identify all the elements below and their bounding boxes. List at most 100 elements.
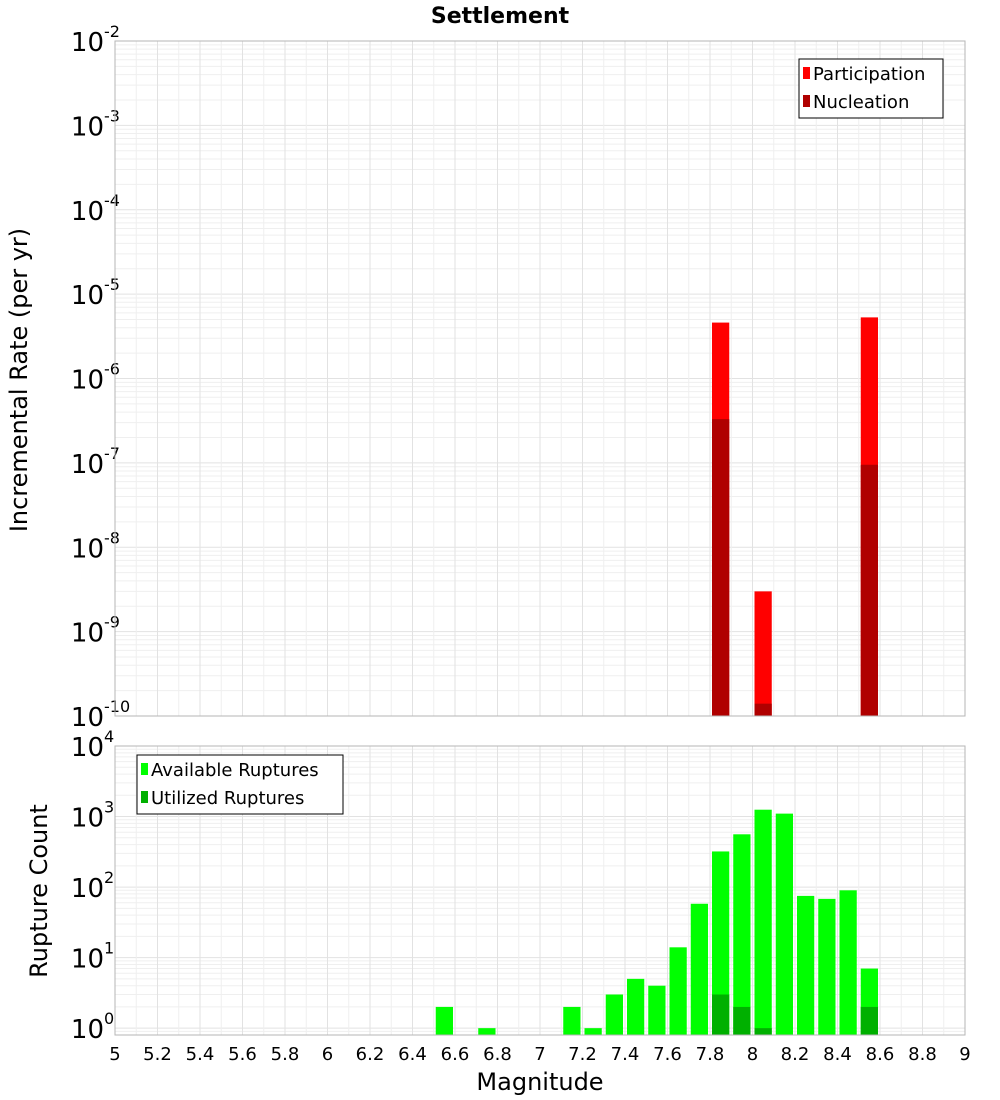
bar-available-ruptures xyxy=(839,890,857,1035)
legend-entry: Participation xyxy=(813,64,925,85)
top-bars xyxy=(712,317,878,716)
x-tick-label: 7 xyxy=(534,1044,545,1065)
legend-entry: Nucleation xyxy=(813,92,909,113)
bar-available-ruptures xyxy=(584,1028,602,1035)
bar-available-ruptures xyxy=(712,851,730,1035)
y-tick-base: 10 xyxy=(71,733,104,763)
bottom-bars xyxy=(435,809,878,1035)
legend-swatch xyxy=(803,67,810,79)
y-tick-exp: -5 xyxy=(104,275,120,294)
bar-available-ruptures xyxy=(797,895,815,1035)
x-tick-label: 5 xyxy=(109,1044,120,1065)
y-tick-exp: -4 xyxy=(104,191,120,210)
bar-nucleation xyxy=(712,419,730,716)
y-tick-label: 10 2 xyxy=(71,868,114,904)
x-tick-label: 5.6 xyxy=(228,1044,257,1065)
bar-available-ruptures xyxy=(669,947,687,1035)
y-tick-exp: -2 xyxy=(104,22,120,41)
legend-entry: Available Ruptures xyxy=(151,760,319,781)
bar-utilized-ruptures xyxy=(733,1006,751,1035)
y-tick-exp: 0 xyxy=(104,1009,114,1028)
y-tick-label: 10 -2 xyxy=(71,22,120,58)
y-tick-label: 10 -7 xyxy=(71,444,120,480)
y-tick-label: 10 4 xyxy=(71,727,114,763)
y-tick-base: 10 xyxy=(71,945,104,975)
x-tick-label: 5.2 xyxy=(143,1044,172,1065)
x-tick-label: 8 xyxy=(747,1044,758,1065)
y-tick-label: 10 -10 xyxy=(71,697,130,733)
bar-nucleation xyxy=(754,703,772,716)
x-tick-label: 7.6 xyxy=(653,1044,682,1065)
y-tick-label: 10 0 xyxy=(71,1009,114,1045)
x-tick-label: 7.4 xyxy=(611,1044,640,1065)
y-tick-exp: 4 xyxy=(104,727,114,746)
y-tick-base: 10 xyxy=(71,28,104,58)
x-tick-label: 8.4 xyxy=(823,1044,852,1065)
x-tick-label: 7.8 xyxy=(696,1044,725,1065)
x-tick-label: 7.2 xyxy=(568,1044,597,1065)
legend-entry: Utilized Ruptures xyxy=(151,788,304,809)
x-tick-label: 5.8 xyxy=(271,1044,300,1065)
y-tick-label: 10 -9 xyxy=(71,613,120,649)
x-tick-label: 6 xyxy=(322,1044,333,1065)
bar-available-ruptures xyxy=(563,1006,581,1035)
y-tick-exp: -8 xyxy=(104,528,120,547)
legend-box xyxy=(136,754,344,815)
y-tick-exp: -6 xyxy=(104,360,120,379)
x-ticks: 5 5.2 5.4 5.6 5.8 6 6.2 6.4 6.6 6.8 7 7.2 7.4 7.6 7.8 8… xyxy=(109,1044,970,1065)
y-tick-label: 10 -3 xyxy=(71,106,120,142)
bar-utilized-ruptures xyxy=(712,994,730,1035)
bar-available-ruptures xyxy=(648,985,666,1035)
x-tick-label: 8.2 xyxy=(781,1044,810,1065)
x-tick-label: 9 xyxy=(959,1044,970,1065)
bar-available-ruptures xyxy=(478,1028,496,1035)
legend-box xyxy=(798,58,944,119)
y-tick-label: 10 3 xyxy=(71,798,114,834)
bar-available-ruptures xyxy=(818,898,836,1035)
bar-participation xyxy=(754,591,772,716)
y-tick-base: 10 xyxy=(71,1015,104,1045)
y-tick-base: 10 xyxy=(71,534,104,564)
x-tick-label: 6.4 xyxy=(398,1044,427,1065)
bar-utilized-ruptures xyxy=(754,1028,772,1035)
bottom-y-axis-label: Rupture Count xyxy=(25,804,53,978)
bar-available-ruptures xyxy=(754,809,772,1035)
y-tick-base: 10 xyxy=(71,874,104,904)
bar-available-ruptures xyxy=(690,903,708,1035)
bar-available-ruptures xyxy=(435,1006,453,1035)
x-tick-label: 6.8 xyxy=(483,1044,512,1065)
bar-available-ruptures xyxy=(775,813,793,1035)
y-tick-exp: -9 xyxy=(104,613,120,632)
legend-swatch xyxy=(141,763,148,775)
y-tick-exp: 1 xyxy=(104,939,114,958)
bottom-plot-frame xyxy=(114,745,966,1036)
y-tick-exp: -10 xyxy=(104,697,130,716)
x-tick-label: 6.6 xyxy=(441,1044,470,1065)
y-tick-exp: -3 xyxy=(104,106,120,125)
y-tick-label: 10 -6 xyxy=(71,360,120,396)
y-tick-base: 10 xyxy=(71,804,104,834)
top-legend: Participation Nucleation xyxy=(798,58,944,119)
y-tick-label: 10 -4 xyxy=(71,191,120,227)
legend-swatch xyxy=(803,95,810,107)
bottom-legend: Available Ruptures Utilized Ruptures xyxy=(136,754,344,815)
y-tick-label: 10 -8 xyxy=(71,528,120,564)
y-tick-base: 10 xyxy=(71,619,104,649)
chart-title: Settlement xyxy=(431,4,570,29)
top-y-axis-label: Incremental Rate (per yr) xyxy=(5,228,33,532)
x-tick-label: 6.2 xyxy=(356,1044,385,1065)
y-tick-exp: -7 xyxy=(104,444,120,463)
top-plot-frame xyxy=(114,40,966,717)
y-tick-base: 10 xyxy=(71,450,104,480)
y-tick-label: 10 1 xyxy=(71,939,114,975)
y-tick-base: 10 xyxy=(71,703,104,733)
x-tick-label: 8.8 xyxy=(908,1044,937,1065)
x-axis-label: Magnitude xyxy=(476,1068,603,1096)
y-tick-base: 10 xyxy=(71,112,104,142)
bar-available-ruptures xyxy=(605,994,623,1035)
y-tick-exp: 2 xyxy=(104,868,114,887)
x-tick-label: 5.4 xyxy=(186,1044,215,1065)
